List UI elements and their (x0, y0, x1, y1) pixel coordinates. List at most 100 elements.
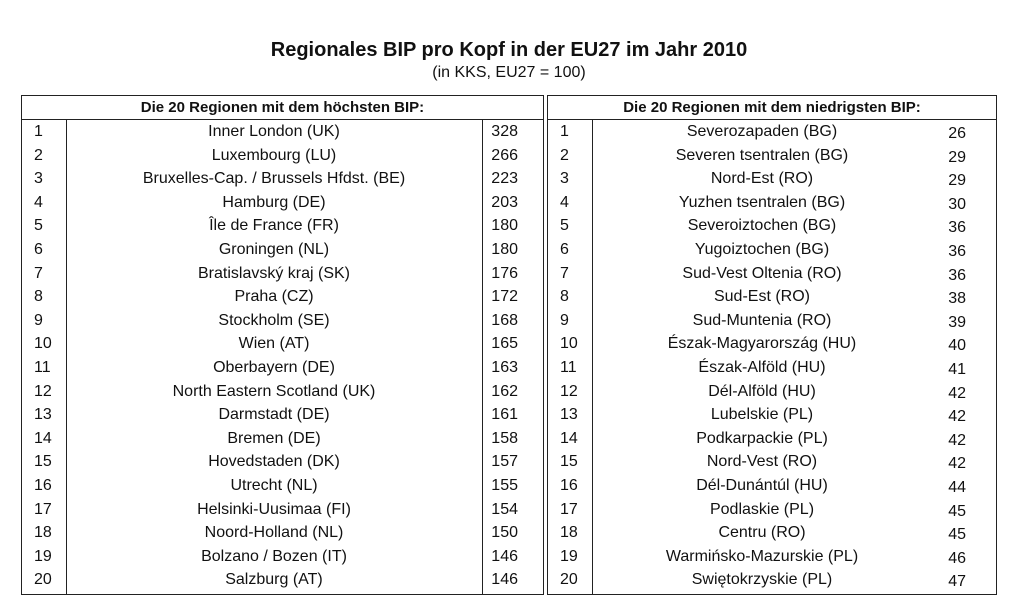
row-rank: 15 (34, 453, 52, 471)
table-row: 17 Podlaskie (PL) 45 (548, 498, 996, 522)
table-row: 18 Centru (RO) 45 (548, 521, 996, 545)
highest-gdp-table-header: Die 20 Regionen mit dem höchsten BIP: (22, 96, 543, 120)
table-row: 12 Dél-Alföld (HU) 42 (548, 380, 996, 404)
row-rank: 1 (560, 123, 569, 140)
row-rank: 6 (34, 240, 43, 258)
row-rank: 16 (34, 476, 52, 494)
row-value: 45 (948, 502, 966, 520)
table-row: 15 Hovedstaden (DK) 157 (22, 450, 543, 474)
row-value: 30 (948, 195, 966, 213)
row-value: 162 (491, 382, 518, 400)
row-value: 157 (491, 453, 518, 471)
row-value: 29 (948, 172, 966, 190)
row-value: 154 (491, 500, 518, 518)
row-region: Oberbayern (DE) (213, 358, 335, 376)
table-row: 7 Bratislavský kraj (SK) 176 (22, 262, 543, 286)
column-divider (482, 120, 483, 594)
row-region: Podkarpackie (PL) (696, 429, 828, 447)
row-rank: 20 (34, 571, 52, 589)
row-value: 223 (491, 170, 518, 188)
highest-gdp-rows: 1 Inner London (UK) 328 2 Luxembourg (LU) 266… (22, 120, 543, 594)
table-row: 10 Wien (AT) 165 (22, 332, 543, 356)
table-row: 15 Nord-Vest (RO) 42 (548, 450, 996, 474)
row-rank: 11 (34, 358, 51, 376)
table-row: 9 Stockholm (SE) 168 (22, 309, 543, 333)
row-value: 146 (491, 547, 518, 565)
row-value: 26 (948, 125, 966, 142)
row-value: 168 (491, 311, 518, 329)
row-value: 42 (948, 408, 966, 426)
row-rank: 19 (34, 547, 52, 565)
row-rank: 17 (34, 500, 52, 518)
table-row: 19 Bolzano / Bozen (IT) 146 (22, 545, 543, 569)
document-title: Regionales BIP pro Kopf in der EU27 im J… (270, 39, 748, 61)
row-rank: 14 (560, 429, 578, 447)
row-region: Île de France (FR) (209, 217, 339, 235)
row-region: Hovedstaden (DK) (208, 453, 340, 471)
row-value: 36 (948, 266, 966, 284)
lowest-gdp-table-header: Die 20 Regionen mit dem niedrigsten BIP: (548, 96, 996, 120)
table-row: 14 Podkarpackie (PL) 42 (548, 427, 996, 451)
row-rank: 8 (34, 288, 43, 306)
row-region: Nord-Est (RO) (710, 170, 814, 188)
row-region: Groningen (NL) (218, 240, 330, 258)
row-rank: 12 (560, 382, 578, 400)
row-region: Yuzhen tsentralen (BG) (678, 193, 846, 211)
row-value: 150 (491, 524, 518, 542)
row-rank: 17 (560, 500, 578, 518)
row-value: 36 (948, 219, 966, 237)
row-value: 266 (491, 146, 518, 164)
row-rank: 5 (560, 217, 569, 235)
row-region: Dél-Alföld (HU) (708, 382, 816, 400)
highest-gdp-table: Die 20 Regionen mit dem höchsten BIP: 1 I… (21, 95, 544, 595)
table-row: 16 Dél-Dunántúl (HU) 44 (548, 474, 996, 498)
row-rank: 16 (560, 476, 578, 494)
row-region: Warmińsko-Mazurskie (PL) (665, 547, 859, 565)
table-row: 1 Inner London (UK) 328 (22, 120, 543, 144)
column-divider (592, 120, 593, 594)
row-region: Luxembourg (LU) (211, 146, 337, 164)
row-region: Hamburg (DE) (222, 193, 326, 211)
table-row: 2 Luxembourg (LU) 266 (22, 144, 543, 168)
table-row: 2 Severen tsentralen (BG) 29 (548, 144, 996, 168)
row-region: Lubelskie (PL) (710, 406, 814, 424)
document-subtitle: (in KKS, EU27 = 100) (432, 64, 586, 81)
table-row: 6 Groningen (NL) 180 (22, 238, 543, 262)
table-row: 13 Lubelskie (PL) 42 (548, 403, 996, 427)
row-region: Wien (AT) (238, 335, 310, 353)
row-rank: 10 (34, 335, 52, 353)
row-value: 42 (948, 455, 966, 473)
row-rank: 3 (560, 170, 569, 188)
row-region: Sud-Est (RO) (713, 288, 810, 306)
row-value: 180 (491, 240, 518, 258)
table-row: 10 Észak-Magyarország (HU) 40 (548, 332, 996, 356)
row-value: 41 (948, 360, 966, 378)
row-region: Severozapaden (BG) (686, 123, 838, 140)
row-value: 158 (491, 429, 518, 447)
row-value: 203 (491, 193, 518, 211)
table-row: 4 Yuzhen tsentralen (BG) 30 (548, 191, 996, 215)
table-row: 9 Sud-Muntenia (RO) 39 (548, 309, 996, 333)
row-region: Centru (RO) (718, 524, 806, 542)
row-value: 40 (948, 337, 966, 355)
row-region: Bruxelles-Cap. / Brussels Hfdst. (BE) (142, 170, 406, 188)
table-row: 5 Severoiztochen (BG) 36 (548, 214, 996, 238)
row-region: Podlaskie (PL) (709, 500, 815, 518)
row-rank: 1 (34, 123, 43, 140)
row-rank: 9 (34, 311, 43, 329)
row-value: 42 (948, 431, 966, 449)
table-row: 8 Sud-Est (RO) 38 (548, 285, 996, 309)
row-region: Dél-Dunántúl (HU) (696, 476, 828, 494)
row-region: Helsinki-Uusimaa (FI) (197, 500, 351, 518)
table-row: 14 Bremen (DE) 158 (22, 427, 543, 451)
row-rank: 18 (560, 524, 578, 542)
row-region: Észak-Magyarország (HU) (667, 335, 857, 353)
row-region: Yugoiztochen (BG) (694, 240, 830, 258)
table-row: 13 Darmstadt (DE) 161 (22, 403, 543, 427)
row-region: Nord-Vest (RO) (706, 453, 818, 471)
lowest-gdp-table: Die 20 Regionen mit dem niedrigsten BIP:… (547, 95, 997, 595)
table-row: 7 Sud-Vest Oltenia (RO) 36 (548, 262, 996, 286)
table-row: 3 Nord-Est (RO) 29 (548, 167, 996, 191)
row-region: Salzburg (AT) (225, 571, 323, 589)
row-rank: 2 (34, 146, 43, 164)
